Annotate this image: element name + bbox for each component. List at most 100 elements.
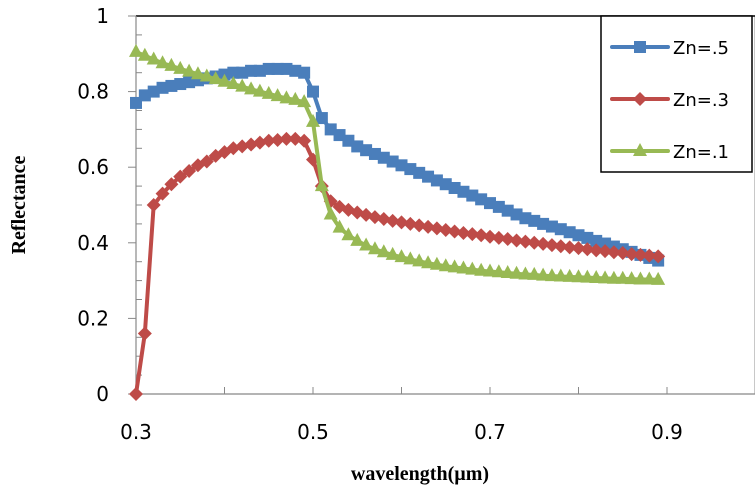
data-point (306, 113, 320, 127)
data-point (509, 233, 524, 248)
legend-label: Zn=.3 (673, 90, 729, 111)
data-point (314, 178, 329, 192)
data-point (518, 234, 533, 249)
data-point (146, 51, 161, 65)
data-point (129, 43, 143, 57)
data-point (199, 154, 214, 169)
axes: 0 0.2 0.4 0.6 0.8 1 0.3 0.5 0.7 0.9 (77, 4, 755, 444)
series-layer (129, 43, 666, 401)
data-point (137, 326, 152, 341)
y-tick-label: 0 (96, 382, 109, 406)
legend: Zn=.5 Zn=.3 Zn=.1 (600, 15, 753, 173)
data-point (456, 260, 471, 274)
data-point (491, 264, 506, 278)
data-point (244, 81, 259, 95)
data-point (199, 68, 214, 82)
y-tick-label: 0.8 (77, 80, 109, 104)
data-point (332, 219, 347, 233)
data-point (288, 91, 303, 105)
data-point (580, 242, 595, 257)
data-point (270, 132, 285, 147)
data-point (474, 228, 489, 243)
data-point (544, 268, 559, 282)
data-point (217, 73, 232, 87)
data-point (323, 206, 338, 220)
data-point (155, 186, 170, 201)
data-point (447, 224, 462, 239)
data-point (474, 262, 489, 276)
data-point (571, 241, 586, 256)
data-point (438, 222, 453, 237)
data-point (324, 123, 337, 136)
legend-label: Zn=.5 (673, 38, 729, 59)
x-tick-label: 0.3 (120, 420, 152, 444)
data-point (651, 271, 666, 285)
data-point (465, 261, 480, 275)
data-point (633, 247, 648, 262)
data-point (173, 169, 188, 184)
data-point (527, 266, 542, 280)
data-point (182, 63, 197, 77)
data-point (447, 259, 462, 273)
y-tick-label: 1 (96, 4, 109, 28)
y-tick-label: 0.6 (77, 155, 109, 179)
data-point (403, 251, 418, 265)
data-point (307, 85, 319, 98)
data-point (412, 253, 427, 267)
data-point (651, 249, 666, 264)
data-point (367, 241, 382, 255)
y-axis-title: Reflectance (8, 155, 30, 254)
series-zn3 (129, 131, 666, 401)
x-tick-label: 0.9 (651, 420, 683, 444)
data-point (279, 131, 294, 146)
data-point (421, 255, 436, 269)
data-point (598, 244, 613, 259)
data-point (155, 55, 170, 69)
legend-marker-square-icon (634, 41, 646, 53)
data-point (261, 85, 276, 99)
data-point (235, 78, 250, 92)
data-point (633, 271, 648, 285)
data-point (536, 236, 551, 251)
data-point (270, 88, 285, 102)
data-point (500, 265, 515, 279)
data-point (412, 218, 427, 233)
data-point (182, 163, 197, 178)
legend-marker-diamond-icon (633, 92, 647, 106)
data-point (624, 271, 639, 285)
data-point (164, 177, 179, 192)
legend-label: Zn=.1 (673, 142, 729, 163)
data-point (208, 71, 223, 85)
data-point (615, 246, 630, 261)
data-point (491, 230, 506, 245)
data-point (544, 238, 559, 253)
series-zn5 (130, 62, 665, 267)
data-point (298, 66, 311, 79)
data-point (394, 249, 409, 263)
data-point (164, 57, 179, 71)
data-point (509, 265, 524, 279)
data-point (261, 133, 276, 148)
legend-box (600, 15, 753, 173)
legend-item: Zn=.1 (610, 142, 729, 163)
data-point (527, 235, 542, 250)
data-point (615, 270, 630, 284)
data-point (562, 268, 577, 282)
data-point (465, 227, 480, 242)
data-point (553, 239, 568, 254)
y-tick-label: 0.2 (77, 306, 109, 330)
data-point (500, 232, 515, 247)
data-point (429, 221, 444, 236)
data-point (245, 64, 258, 77)
data-point (571, 269, 586, 283)
data-point (226, 76, 241, 90)
data-point (394, 215, 409, 230)
data-point (483, 229, 497, 244)
data-point (438, 258, 453, 272)
x-axis-title: wavelength(µm) (351, 463, 489, 485)
y-tick-label: 0.4 (77, 231, 109, 255)
data-point (297, 94, 312, 108)
data-point (359, 237, 374, 251)
data-point (173, 60, 188, 74)
data-point (553, 268, 568, 282)
